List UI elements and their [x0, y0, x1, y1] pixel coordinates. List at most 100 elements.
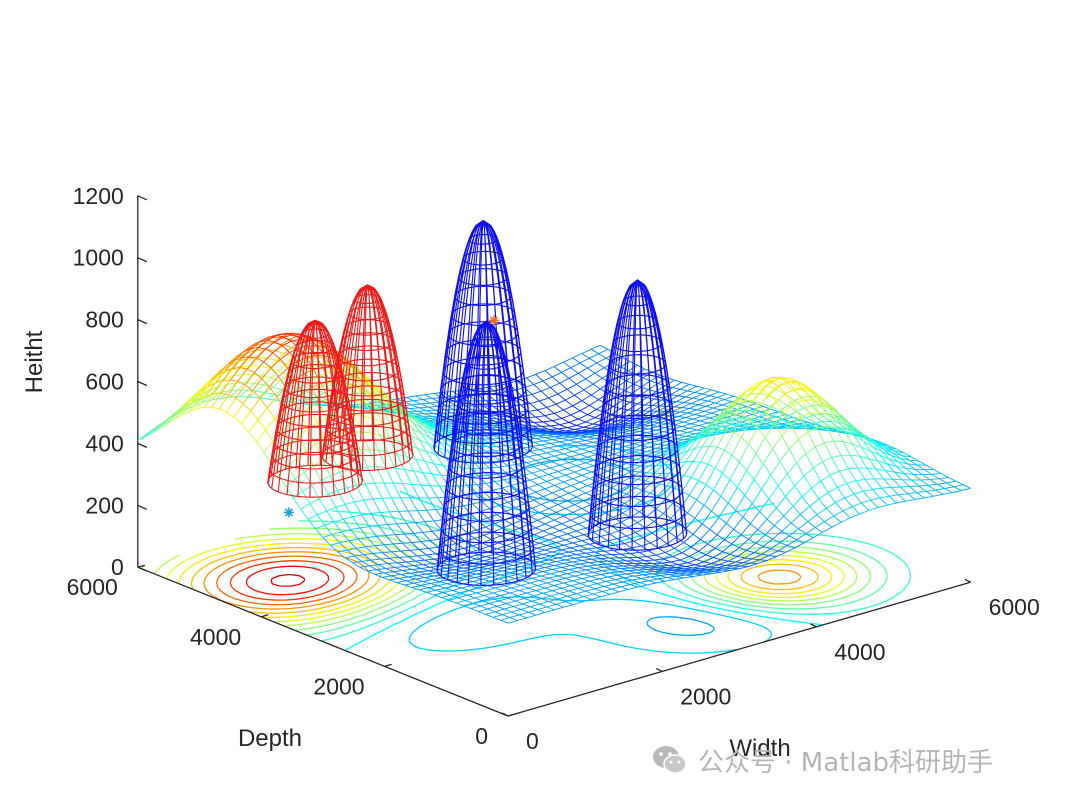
- mesh-lines: [231, 354, 790, 379]
- mesh-lines: [444, 422, 801, 500]
- mesh-lines: [265, 404, 801, 442]
- z-tick-label: 200: [85, 492, 123, 518]
- mesh-lines: [335, 424, 731, 508]
- mesh-lines: [213, 380, 224, 394]
- mesh-lines: [581, 394, 629, 416]
- terrain-mesh: [137, 332, 971, 624]
- mesh-lines: [189, 385, 821, 414]
- mesh-lines: [696, 428, 862, 458]
- mesh-lines: [552, 420, 575, 431]
- mesh-lines: [513, 398, 721, 569]
- mesh-lines: [281, 345, 290, 353]
- mesh-lines: [368, 406, 857, 467]
- mesh-lines: [259, 336, 274, 354]
- markers: [283, 315, 500, 518]
- mesh-lines: [324, 396, 775, 457]
- z-tick: [137, 380, 148, 387]
- path-marker: [283, 507, 294, 518]
- obstacle-wireframe: [267, 319, 364, 498]
- y-tick-label: 6000: [67, 574, 118, 600]
- mesh-lines: [274, 374, 771, 420]
- mesh-lines: [316, 472, 884, 526]
- mesh-lines: [302, 398, 796, 487]
- mesh-lines: [366, 411, 807, 484]
- mesh-lines: [420, 410, 788, 475]
- mesh-lines: [291, 364, 760, 437]
- contour-line: [166, 538, 845, 623]
- obstacle-dome: [587, 279, 688, 551]
- mesh-lines: [777, 385, 786, 395]
- mesh-lines: [270, 367, 279, 377]
- mesh-lines: [161, 400, 836, 473]
- mesh-lines: [228, 381, 261, 399]
- contour-line: [178, 542, 833, 619]
- mesh-lines: [720, 414, 729, 419]
- mesh-lines: [548, 393, 705, 563]
- mesh-lines: [218, 377, 781, 410]
- mesh-lines: [350, 397, 846, 452]
- mesh-lines: [544, 410, 603, 432]
- mesh-lines: [152, 409, 773, 477]
- watermark-text: 公众号 · Matlab科研助手: [698, 747, 994, 778]
- mesh-lines: [528, 400, 619, 433]
- mesh-lines: [202, 380, 807, 395]
- z-tick-label: 0: [111, 554, 124, 580]
- mesh-lines: [435, 422, 923, 517]
- obstacles: [267, 220, 688, 586]
- obstacle-dome: [267, 319, 364, 498]
- mesh-lines: [714, 411, 723, 420]
- y-tick-label: 4000: [190, 624, 241, 650]
- mesh-lines: [413, 419, 877, 474]
- z-tick: [137, 566, 148, 572]
- mesh-lines: [363, 397, 725, 589]
- mesh-lines: [274, 350, 285, 354]
- mesh-lines: [515, 394, 712, 567]
- mesh-lines: [372, 412, 797, 585]
- mesh-lines: [276, 335, 285, 338]
- mesh-lines: [302, 425, 860, 492]
- mesh-lines: [452, 378, 653, 560]
- mesh-lines: [241, 348, 252, 359]
- mesh-lines: [546, 405, 610, 429]
- mesh-lines: [514, 389, 718, 569]
- mesh-lines: [382, 404, 814, 460]
- mesh-lines: [420, 432, 429, 445]
- mesh-lines: [367, 397, 708, 582]
- mesh-lines: [283, 334, 294, 338]
- mesh-lines: [776, 389, 803, 402]
- mesh-lines: [233, 388, 814, 425]
- contour-line: [297, 520, 888, 636]
- mesh-lines: [194, 386, 816, 434]
- obstacle-wireframe: [436, 320, 537, 586]
- mesh-lines: [744, 388, 755, 401]
- z-tick-label: 600: [85, 369, 123, 395]
- mesh-lines: [398, 406, 772, 457]
- mesh-lines: [443, 391, 747, 567]
- z-tick: [137, 319, 148, 325]
- mesh-lines: [345, 403, 764, 607]
- mesh-lines: [270, 370, 740, 441]
- y-tick-label: 2000: [313, 673, 364, 699]
- y-tick: [261, 614, 269, 618]
- mesh-lines: [265, 341, 276, 350]
- mesh-lines: [507, 388, 714, 569]
- mesh-lines: [293, 429, 868, 499]
- mesh-lines: [339, 413, 838, 488]
- mesh-lines: [165, 396, 864, 442]
- mesh-lines: [217, 365, 227, 376]
- mesh-lines: [543, 413, 592, 432]
- mesh-lines: [292, 432, 868, 510]
- mesh-lines: [533, 416, 573, 433]
- mesh-lines: [309, 419, 866, 516]
- x-axis-label: Width: [729, 735, 790, 762]
- mesh-lines: [374, 417, 747, 484]
- mesh-lines: [152, 396, 844, 433]
- z-tick: [137, 504, 148, 510]
- mesh-lines: [363, 415, 372, 434]
- mesh-lines: [727, 410, 736, 420]
- mesh-lines: [346, 407, 808, 551]
- mesh-lines: [294, 400, 884, 490]
- mesh-lines: [376, 412, 873, 484]
- path-marker: [489, 315, 500, 326]
- mesh-lines: [405, 456, 415, 472]
